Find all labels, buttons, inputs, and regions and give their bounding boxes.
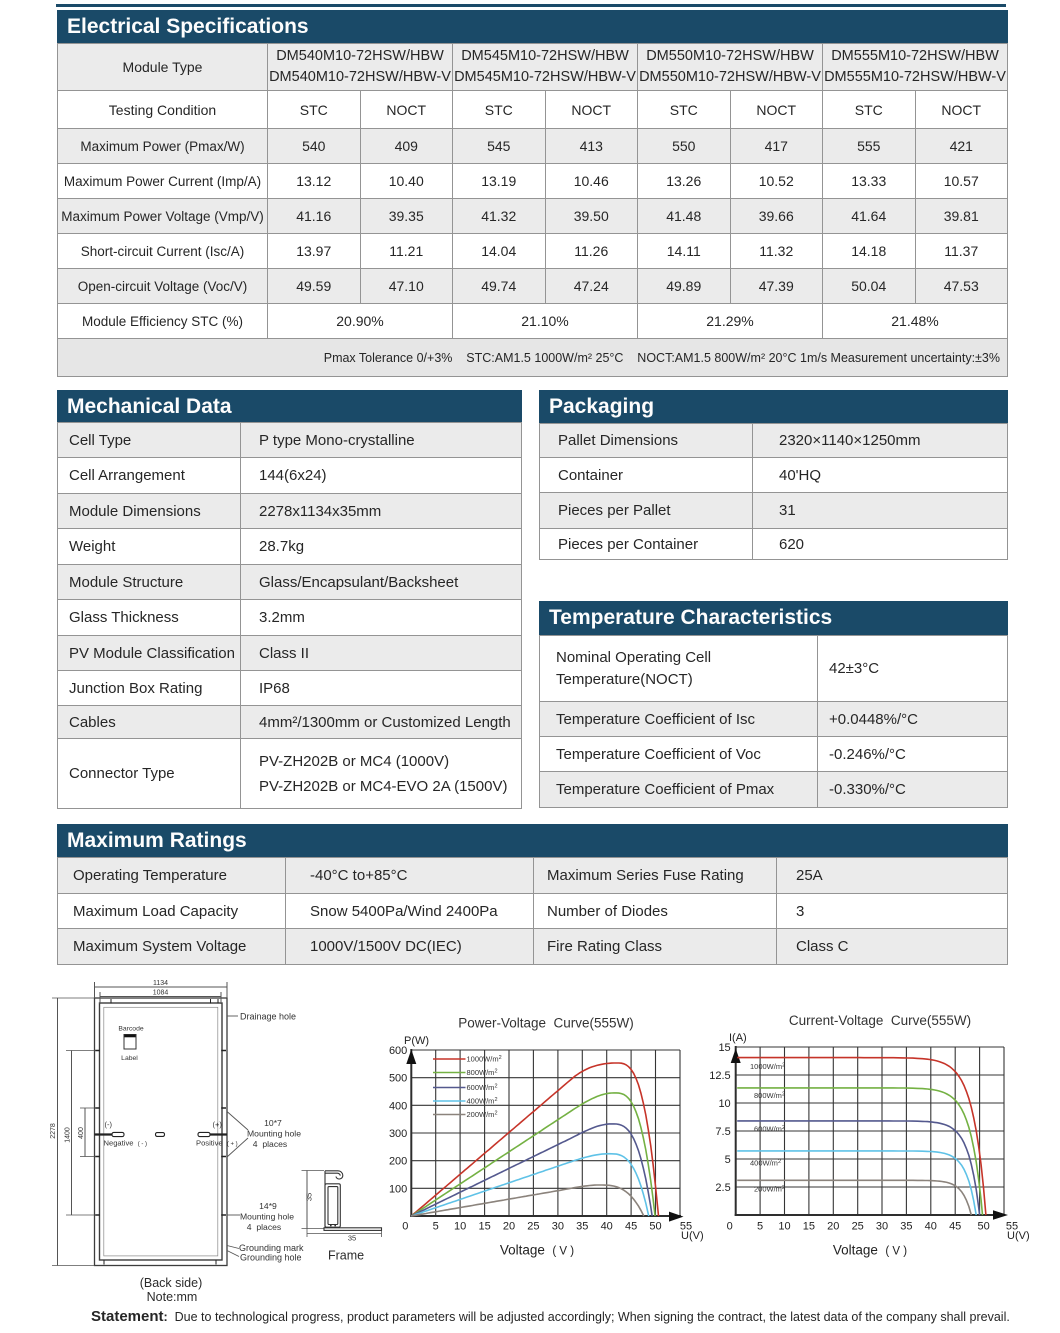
svg-text:35: 35	[576, 1221, 588, 1233]
svg-text:35: 35	[305, 1193, 314, 1201]
svg-text:15: 15	[478, 1221, 490, 1233]
svg-text:7.5: 7.5	[715, 1126, 730, 1138]
svg-text:(-): (-)	[105, 1120, 113, 1129]
svg-text:Negative ( - ): Negative ( - )	[104, 1139, 148, 1148]
svg-text:55: 55	[680, 1221, 692, 1233]
svg-text:45: 45	[949, 1221, 961, 1233]
svg-text:30: 30	[876, 1221, 888, 1233]
svg-text:25: 25	[527, 1221, 539, 1233]
svg-text:400W/m2: 400W/m2	[467, 1097, 498, 1106]
svg-text:400: 400	[389, 1100, 407, 1112]
svg-text:0: 0	[727, 1221, 733, 1233]
svg-text:(+): (+)	[213, 1120, 223, 1129]
svg-text:10: 10	[778, 1221, 790, 1233]
svg-text:400: 400	[78, 1127, 85, 1139]
svg-text:1400: 1400	[65, 1127, 72, 1143]
svg-text:Grounding mark: Grounding mark	[239, 1243, 304, 1253]
svg-text:Note:mm: Note:mm	[147, 1290, 198, 1304]
svg-text:15: 15	[803, 1221, 815, 1233]
svg-text:50: 50	[649, 1221, 661, 1233]
svg-text:10*7: 10*7	[264, 1118, 282, 1128]
svg-text:2278: 2278	[50, 1123, 57, 1139]
svg-text:200: 200	[389, 1156, 407, 1168]
svg-text:1134: 1134	[153, 980, 168, 987]
svg-text:2.5: 2.5	[715, 1182, 730, 1194]
svg-text:Power-Voltage Curve(555W): Power-Voltage Curve(555W)	[458, 1016, 634, 1031]
svg-text:Barcode: Barcode	[118, 1026, 144, 1033]
svg-text:200W/m2: 200W/m2	[467, 1110, 498, 1119]
svg-text:0: 0	[402, 1221, 408, 1233]
svg-text:800W/m2: 800W/m2	[467, 1068, 498, 1077]
svg-text:5: 5	[757, 1221, 763, 1233]
svg-text:35: 35	[348, 1234, 356, 1243]
svg-text:(Back side): (Back side)	[140, 1276, 203, 1290]
svg-text:1000W/m2: 1000W/m2	[467, 1055, 502, 1064]
svg-text:P(W): P(W)	[404, 1035, 429, 1047]
svg-text:Voltage ( V ): Voltage ( V )	[500, 1243, 574, 1258]
svg-text:U(V): U(V)	[681, 1230, 704, 1242]
svg-text:500: 500	[389, 1073, 407, 1085]
svg-text:I(A): I(A)	[729, 1032, 747, 1044]
svg-text:5: 5	[433, 1221, 439, 1233]
svg-text:Current-Voltage Curve(555W): Current-Voltage Curve(555W)	[789, 1013, 971, 1028]
svg-text:4 places: 4 places	[247, 1222, 281, 1232]
svg-text:Voltage ( V ): Voltage ( V )	[833, 1243, 907, 1258]
svg-text:35: 35	[900, 1221, 912, 1233]
svg-text:300: 300	[389, 1128, 407, 1140]
svg-text:10: 10	[454, 1221, 466, 1233]
svg-text:20: 20	[827, 1221, 839, 1233]
svg-text:40: 40	[925, 1221, 937, 1233]
svg-text:600: 600	[389, 1045, 407, 1057]
svg-text:1084: 1084	[153, 990, 169, 997]
svg-text:12.5: 12.5	[709, 1070, 730, 1082]
svg-text:10: 10	[718, 1098, 730, 1110]
svg-text:50: 50	[977, 1221, 989, 1233]
svg-text:30: 30	[552, 1221, 564, 1233]
svg-text:45: 45	[625, 1221, 637, 1233]
svg-text:Drainage hole: Drainage hole	[240, 1012, 296, 1022]
svg-text:600W/m2: 600W/m2	[467, 1083, 498, 1092]
svg-text:14*9: 14*9	[259, 1201, 277, 1211]
svg-text:Label: Label	[121, 1055, 138, 1062]
svg-text:Mounting hole: Mounting hole	[247, 1129, 301, 1139]
svg-text:200W/m2: 200W/m2	[754, 1185, 785, 1194]
svg-text:600W/m2: 600W/m2	[754, 1125, 785, 1134]
svg-text:Grounding hole: Grounding hole	[240, 1253, 302, 1263]
svg-text:Mounting hole: Mounting hole	[240, 1212, 294, 1222]
svg-text:20: 20	[503, 1221, 515, 1233]
svg-text:4 places: 4 places	[253, 1139, 287, 1149]
svg-text:Positive ( + ): Positive ( + )	[196, 1139, 238, 1148]
svg-text:U(V): U(V)	[1007, 1230, 1030, 1242]
svg-text:15: 15	[718, 1042, 730, 1054]
svg-text:5: 5	[725, 1154, 731, 1166]
svg-text:800W/m2: 800W/m2	[754, 1091, 785, 1100]
svg-text:400W/m2: 400W/m2	[750, 1159, 781, 1168]
svg-text:40: 40	[601, 1221, 613, 1233]
svg-text:55: 55	[1006, 1221, 1018, 1233]
svg-text:25: 25	[852, 1221, 864, 1233]
svg-text:Frame: Frame	[328, 1249, 364, 1263]
svg-text:1000W/m2: 1000W/m2	[750, 1062, 785, 1071]
svg-text:100: 100	[389, 1183, 407, 1195]
